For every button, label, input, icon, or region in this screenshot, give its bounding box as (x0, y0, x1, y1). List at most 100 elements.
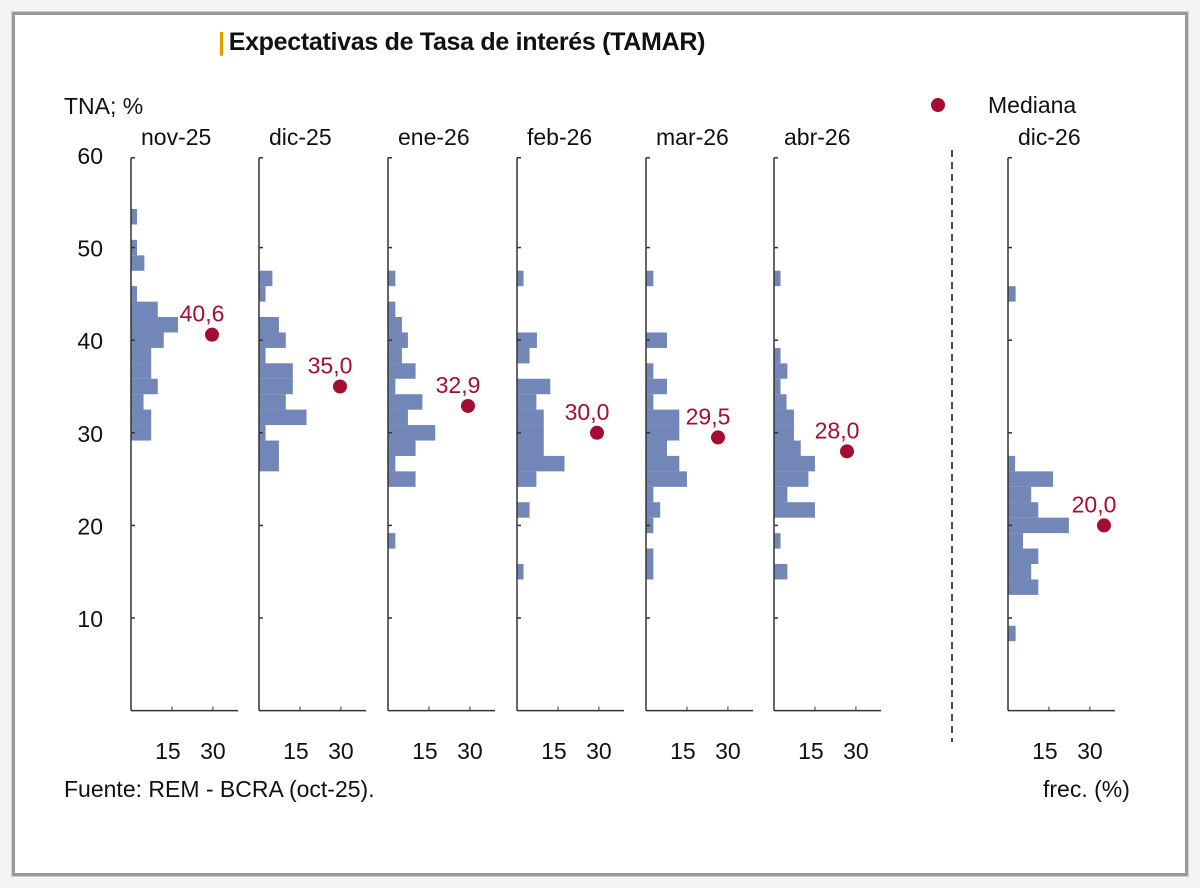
x-tick-label: 30 (1077, 738, 1103, 764)
histogram-bar (646, 394, 654, 410)
y-tick-label: 50 (77, 236, 103, 262)
title-accent-bar: | (218, 28, 225, 56)
histogram-bar (517, 409, 544, 426)
x-tick-label: 30 (328, 738, 354, 764)
median-label: 32,9 (436, 372, 481, 398)
median-dot (590, 425, 604, 440)
histogram-bar (388, 471, 416, 487)
histogram-bar (646, 471, 687, 487)
histogram-bar (259, 394, 286, 410)
histogram-bar (517, 425, 544, 441)
histogram-bar (131, 363, 152, 379)
chart-title-text: Expectativas de Tasa de interés (TAMAR) (228, 28, 706, 56)
histogram-bar (517, 270, 524, 287)
histogram-bar (1008, 563, 1032, 580)
x-tick-label: 30 (843, 738, 869, 764)
histogram-bar (774, 455, 815, 472)
histogram-bar (774, 471, 809, 487)
x-tick-label: 30 (457, 738, 483, 764)
histogram-bar (131, 394, 144, 410)
histogram-bar (646, 440, 668, 456)
histogram-bar (646, 332, 668, 348)
histogram-bar (646, 502, 661, 518)
histogram-bar (774, 394, 787, 410)
histogram-bar (646, 425, 680, 441)
histogram-bar (388, 409, 408, 426)
histogram-bar (388, 394, 423, 410)
histogram-bar (259, 378, 293, 395)
histogram-bar (517, 563, 524, 580)
panel-label: dic-26 (1018, 124, 1081, 150)
source-note: Fuente: REM - BCRA (oct-25). (64, 776, 375, 802)
histogram-bar (259, 455, 279, 472)
chart-title: | Expectativas de Tasa de interés (TAMAR) (218, 28, 705, 57)
median-dot (840, 444, 854, 459)
x-tick-label: 15 (670, 738, 696, 764)
histogram-bar (131, 255, 145, 271)
panel-label: dic-25 (269, 124, 332, 150)
histogram-bar (774, 378, 781, 395)
histogram-bar (131, 301, 158, 318)
histogram-bar (517, 471, 537, 487)
histogram-bar (646, 563, 654, 580)
histogram-bar (774, 533, 781, 549)
histogram-bar (646, 455, 680, 472)
histogram-bar (131, 425, 152, 441)
histogram-bar (259, 347, 266, 364)
median-dot (461, 398, 475, 413)
histogram-bar (774, 440, 801, 456)
histogram-bar (774, 270, 781, 287)
histogram-bar (388, 440, 416, 456)
legend-median-label: Mediana (988, 92, 1076, 118)
panel-label: abr-26 (784, 124, 850, 150)
histogram-bar (259, 409, 307, 426)
y-axis-label: TNA; % (64, 93, 143, 119)
chart-frame (12, 12, 1188, 876)
histogram-bar (517, 502, 530, 518)
x-tick-label: 30 (715, 738, 741, 764)
x-tick-label: 15 (283, 738, 309, 764)
y-tick-label: 20 (77, 513, 103, 539)
panel-label: ene-26 (398, 124, 470, 150)
histogram-bar (1008, 517, 1069, 534)
histogram-bar (131, 378, 158, 395)
histogram-bar (517, 394, 537, 410)
histogram-bar (131, 347, 152, 364)
x-tick-label: 15 (1032, 738, 1058, 764)
histogram-bar (517, 332, 537, 348)
histogram-bar (646, 548, 654, 564)
histogram-bar (388, 270, 396, 287)
histogram-bar (388, 347, 402, 364)
median-dot (1097, 518, 1111, 533)
panel-label: nov-25 (141, 124, 211, 150)
x-tick-label: 30 (200, 738, 226, 764)
histogram-bar (388, 533, 396, 549)
histogram-bar (1008, 486, 1032, 503)
histogram-bar (774, 409, 794, 426)
histogram-bar (1008, 286, 1016, 302)
median-label: 28,0 (815, 417, 860, 443)
x-tick-label: 15 (412, 738, 438, 764)
x-tick-label: 15 (155, 738, 181, 764)
histogram-bar (388, 317, 402, 333)
histogram-bar (388, 363, 416, 379)
histogram-bar (388, 301, 396, 318)
histogram-bar (259, 270, 273, 287)
histogram-bar (259, 317, 279, 333)
median-dot (205, 327, 219, 342)
histogram-bar (646, 378, 668, 395)
x-axis-label: frec. (%) (1043, 776, 1130, 802)
y-tick-label: 60 (77, 143, 103, 169)
histogram-bar (259, 286, 266, 302)
histogram-bar (1008, 502, 1039, 518)
histogram-bar (517, 347, 530, 364)
x-tick-label: 15 (541, 738, 567, 764)
histogram-bar (517, 378, 551, 395)
y-tick-label: 40 (77, 328, 103, 354)
median-dot (333, 379, 347, 394)
histogram-bar (1008, 625, 1016, 642)
histogram-bar (646, 486, 654, 503)
histogram-bar (259, 363, 293, 379)
histogram-bar (1008, 548, 1039, 564)
histogram-bar (131, 332, 164, 348)
